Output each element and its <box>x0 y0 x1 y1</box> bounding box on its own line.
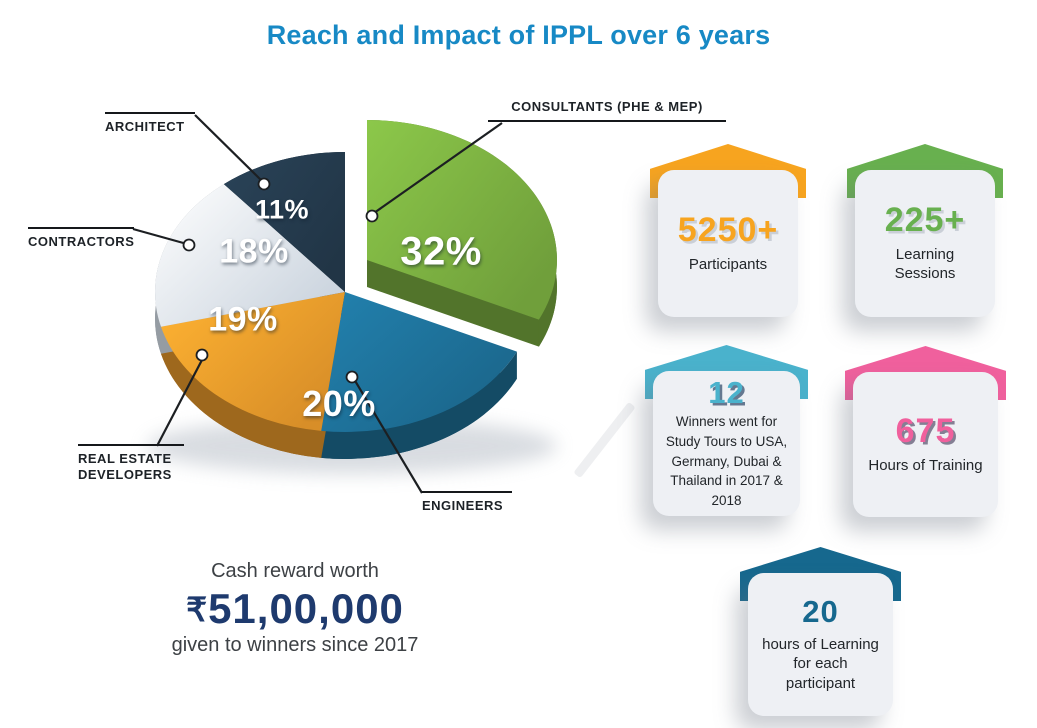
stat-card-0: 5250+ Participants <box>650 144 806 317</box>
pie-leader-line <box>353 378 423 494</box>
rupee-symbol-icon: ₹ <box>186 591 209 628</box>
pie-callout-architect: ARCHITECT <box>105 112 195 135</box>
cash-reward-intro: Cash reward worth <box>211 560 379 582</box>
card-body: 675 Hours of Training <box>853 372 998 517</box>
pie-leader-line <box>156 357 204 447</box>
pie-slice-rim <box>321 351 517 460</box>
card-label: Participants <box>688 255 768 273</box>
pie-leader-line <box>132 227 188 246</box>
card-label: Winners went for Study Tours to USA, Ger… <box>665 414 788 508</box>
cash-reward-amount: ₹51,00,000 <box>120 585 470 633</box>
pie-slice-3 <box>155 184 345 327</box>
card-value: 20 <box>802 593 839 629</box>
pie-percent-contractors: 18% <box>219 232 289 271</box>
infographic-title: Reach and Impact of IPPL over 6 years <box>266 20 771 50</box>
pie-percent-engineers: 20% <box>302 383 376 424</box>
pie-slice-1 <box>321 292 517 433</box>
pie-callout-engineers: ENGINEERS <box>422 491 512 514</box>
cash-reward-value: 51,00,000 <box>208 585 404 632</box>
card-body: 12 Winners went for Study Tours to USA, G… <box>653 371 800 516</box>
card-label: hours of Learning for each participant <box>762 635 879 692</box>
pie-callout-contractors: CONTRACTORS <box>28 227 134 250</box>
pie-slice-2 <box>161 292 345 431</box>
pie-leader-dot <box>182 238 196 252</box>
cash-reward-block: Cash reward worth ₹51,00,000 given to wi… <box>120 560 470 657</box>
pie-leader-dot <box>365 209 379 223</box>
pie-percent-architect: 11% <box>254 194 310 225</box>
card-value: 12 <box>708 374 745 410</box>
pie-callout-consultants: CONSULTANTS (PHE & MEP) <box>488 99 726 123</box>
card-body: 225+ Learning Sessions <box>855 170 995 317</box>
pie-percent-real-estate: 19% <box>208 300 278 339</box>
card-body: 20 hours of Learning for each participant <box>748 573 893 716</box>
stat-card-1: 225+ Learning Sessions <box>847 144 1003 317</box>
pie-leader-dot <box>257 177 271 191</box>
pie-leader-dot <box>195 348 209 362</box>
pie-slice-4 <box>223 152 345 292</box>
card-body: 5250+ Participants <box>658 170 798 317</box>
card-value: 5250+ <box>677 210 779 249</box>
stat-card-2: 12 Winners went for Study Tours to USA, G… <box>645 345 808 516</box>
pie-leader-line <box>373 122 503 214</box>
pie-slice-0 <box>367 120 557 320</box>
card-value: 225+ <box>884 201 966 240</box>
card-label: Hours of Training <box>868 456 983 474</box>
card-label: Learning Sessions <box>894 245 956 283</box>
pie-leader-line <box>194 114 263 182</box>
pie-slice-rim <box>161 326 322 458</box>
cash-reward-note: given to winners since 2017 <box>171 634 419 656</box>
card-value: 675 <box>895 411 956 450</box>
stat-card-3: 675 Hours of Training <box>845 346 1006 517</box>
stat-card-4: 20 hours of Learning for each participant <box>740 547 901 716</box>
pie-callout-real-estate-developers: REAL ESTATE DEVELOPERS <box>78 444 184 484</box>
pie-percent-consultants: 32% <box>400 229 482 274</box>
pie-leader-dot <box>345 370 359 384</box>
